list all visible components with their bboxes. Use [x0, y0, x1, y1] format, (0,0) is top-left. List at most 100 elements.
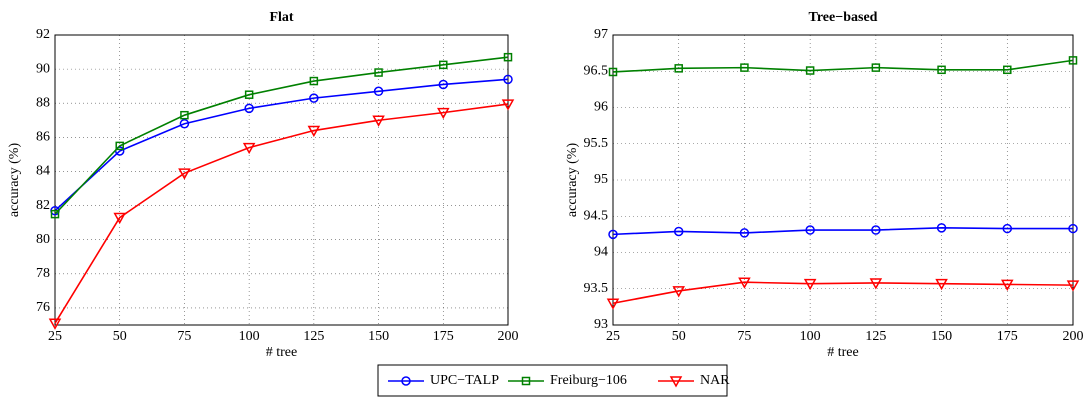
marker [803, 278, 817, 291]
marker [48, 318, 62, 330]
y-tick-label: 93.5 [584, 281, 609, 296]
legend-label: Freiburg−106 [550, 373, 627, 388]
marker [739, 228, 750, 238]
x-tick-label: 125 [303, 329, 324, 344]
marker [805, 66, 815, 75]
y-tick-label: 86 [36, 130, 50, 145]
marker [871, 225, 881, 235]
y-tick-label: 94.5 [584, 208, 609, 223]
x-tick-label: 100 [239, 329, 260, 344]
series-line [54, 103, 509, 324]
legend: UPC−TALP Freiburg−106 NAR [377, 364, 730, 397]
marker [439, 60, 448, 70]
marker [1068, 56, 1078, 65]
y-tick-label: 88 [36, 95, 50, 110]
legend-label: NAR [700, 373, 730, 388]
series-line [54, 56, 509, 215]
marker [438, 79, 449, 90]
x-tick-label: 50 [113, 329, 127, 344]
marker [307, 125, 321, 138]
y-tick-label: 80 [36, 232, 50, 247]
x-tick-label: 150 [368, 329, 389, 344]
x-tick-label: 200 [1063, 329, 1084, 344]
marker [608, 229, 618, 240]
marker [521, 376, 531, 386]
y-tick-label: 94 [594, 245, 608, 260]
x-tick-label: 75 [737, 329, 751, 344]
x-tick-label: 25 [606, 329, 620, 344]
x-axis-label: # tree [827, 345, 858, 360]
series-line [612, 281, 1074, 305]
marker [1068, 223, 1078, 234]
marker [373, 86, 384, 97]
x-tick-label: 125 [865, 329, 886, 344]
marker [374, 68, 383, 77]
marker [869, 278, 883, 290]
marker [309, 76, 319, 86]
marker [740, 63, 749, 72]
y-axis-label: accuracy (%) [565, 143, 580, 218]
marker [672, 286, 685, 298]
x-axis-label: # tree [266, 345, 297, 360]
y-tick-label: 76 [36, 300, 50, 315]
marker [244, 103, 254, 114]
plot-area [55, 35, 508, 325]
y-tick-label: 96 [594, 100, 608, 115]
marker [738, 277, 751, 289]
marker [1003, 65, 1012, 75]
x-tick-label: 75 [177, 329, 191, 344]
marker [50, 209, 60, 219]
y-tick-label: 95.5 [584, 136, 609, 151]
marker [309, 93, 319, 103]
y-tick-label: 93 [594, 317, 608, 332]
marker [503, 52, 513, 62]
marker [401, 376, 411, 386]
y-tick-label: 97 [594, 27, 608, 42]
marker [179, 118, 190, 129]
marker [501, 99, 515, 111]
x-tick-label: 25 [48, 329, 62, 344]
marker [935, 278, 948, 291]
x-tick-label: 50 [672, 329, 686, 344]
marker [1001, 279, 1014, 291]
y-tick-label: 90 [36, 61, 50, 76]
y-tick-label: 82 [36, 198, 50, 213]
marker [871, 63, 881, 72]
marker [669, 376, 683, 388]
marker [180, 110, 189, 120]
marker [113, 212, 126, 225]
series-line [612, 59, 1074, 73]
y-tick-label: 78 [36, 266, 50, 281]
y-axis-label: accuracy (%) [7, 143, 22, 218]
marker [178, 168, 191, 180]
marker [115, 141, 124, 151]
x-tick-label: 150 [931, 329, 952, 344]
marker [242, 142, 256, 155]
marker [372, 115, 385, 127]
marker [673, 226, 684, 237]
y-tick-label: 95 [594, 172, 608, 187]
y-tick-label: 96.5 [584, 63, 609, 78]
y-tick-label: 92 [36, 27, 50, 42]
x-tick-label: 175 [433, 329, 454, 344]
marker [244, 90, 254, 99]
axes-frame [612, 34, 1074, 326]
marker [1002, 223, 1013, 234]
chart-title: Flat [269, 10, 293, 25]
marker [937, 65, 946, 75]
series-line [612, 227, 1073, 236]
marker [674, 64, 683, 73]
marker [437, 107, 450, 120]
marker [936, 223, 947, 233]
series-line [54, 78, 509, 212]
marker [1066, 280, 1080, 292]
axes-frame [54, 34, 509, 326]
legend-label: UPC−TALP [430, 373, 499, 388]
chart-title: Tree−based [809, 10, 878, 25]
marker [805, 225, 815, 235]
x-tick-label: 175 [997, 329, 1018, 344]
x-tick-label: 200 [498, 329, 519, 344]
marker [503, 74, 513, 85]
marker [608, 67, 618, 77]
